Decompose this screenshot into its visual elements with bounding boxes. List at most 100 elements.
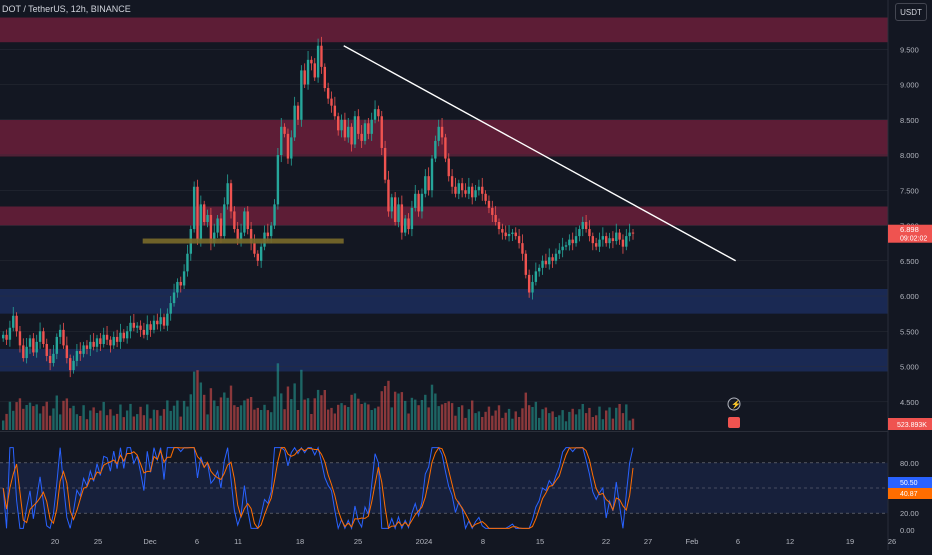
candle-body [447, 158, 450, 177]
volume-bar [367, 404, 370, 430]
volume-bar [568, 411, 571, 430]
candle-body [434, 140, 437, 159]
candle-body [387, 179, 390, 212]
candle-body [544, 260, 548, 265]
volume-bar [48, 415, 52, 430]
volume-bar [38, 413, 42, 430]
volume-bar [551, 411, 554, 430]
volume-bar [223, 392, 226, 430]
candle-body [316, 45, 320, 78]
volume-bar [226, 397, 229, 430]
volume-bar [420, 400, 424, 430]
volume-bar [306, 398, 310, 430]
candle-body [192, 186, 196, 230]
volume-bar [290, 399, 293, 430]
volume-bar [209, 388, 213, 430]
volume-bar [45, 401, 48, 430]
stoch-d-line [2, 447, 634, 530]
volume-bar [15, 402, 18, 430]
volume-bar [353, 393, 357, 430]
candle-body [541, 260, 544, 268]
candle-body [625, 236, 628, 247]
candle-body [383, 147, 387, 180]
k-value-label: 50.50 [900, 480, 918, 487]
symbol-title: DOT / TetherUS, 12h, BINANCE [2, 4, 131, 14]
volume-bar [407, 413, 410, 430]
volume-bar [333, 413, 337, 430]
candle-body [326, 88, 330, 99]
candle-body [514, 232, 517, 237]
volume-bar [544, 407, 548, 430]
volume-bar [450, 403, 454, 430]
volume-bar [521, 408, 524, 430]
volume-bar [166, 400, 169, 430]
time-tick-label: 8 [481, 537, 485, 546]
candle-body [48, 355, 52, 364]
price-tick-label: 7.500 [900, 186, 919, 195]
candle-body [504, 232, 507, 237]
volume-bar [65, 398, 69, 430]
support-zone [0, 348, 888, 372]
volume-bar [591, 417, 594, 430]
volume-bar [340, 403, 343, 430]
candle-body [330, 98, 333, 106]
volume-bar [457, 407, 460, 430]
candle-body [89, 341, 92, 349]
volume-bar [594, 415, 598, 430]
candle-body [142, 329, 146, 335]
volume-bar [12, 410, 15, 430]
candle-body [561, 246, 564, 251]
candle-body [373, 109, 377, 120]
candle-body [501, 229, 504, 233]
volume-bar [122, 417, 125, 430]
candle-body [172, 292, 176, 304]
candle-body [521, 243, 524, 254]
candle-body [333, 105, 337, 117]
candle-body [437, 126, 440, 141]
candle-body [199, 204, 203, 240]
volume-bar [129, 403, 132, 430]
candle-body [85, 345, 89, 349]
volume-bar [601, 419, 605, 430]
candle-body [270, 225, 273, 237]
candle-body [166, 313, 169, 326]
candle-body [102, 334, 105, 344]
volume-bar [132, 416, 136, 430]
candle-body [105, 334, 109, 340]
candle-body [12, 315, 15, 328]
volume-value-label: 523.893K [897, 422, 927, 429]
candle-body [474, 190, 477, 198]
time-tick-label: 12 [786, 537, 794, 546]
volume-bar [270, 412, 273, 430]
candle-body [266, 232, 270, 237]
currency-button[interactable]: USDT [895, 3, 927, 21]
volume-bar [286, 386, 290, 430]
candle-body [28, 338, 32, 347]
candle-body [631, 232, 635, 234]
candle-body [551, 257, 554, 261]
volume-bar [199, 382, 203, 430]
volume-bar [397, 393, 400, 430]
price-axis-background [888, 0, 932, 550]
candle-body [313, 63, 316, 78]
volume-bar [169, 410, 172, 430]
volume-bar [75, 414, 79, 430]
volume-bar [316, 389, 320, 430]
volume-bar [25, 405, 28, 430]
candle-body [186, 253, 189, 272]
volume-bar [233, 405, 236, 430]
candle-body [310, 59, 313, 64]
volume-bar [618, 404, 621, 430]
volume-bar [588, 407, 591, 430]
candle-body [69, 358, 72, 371]
candle-body [112, 336, 115, 346]
candle-body [149, 324, 152, 330]
candle-body [15, 315, 18, 332]
candle-body [507, 233, 511, 237]
volume-bar [69, 408, 72, 430]
volume-bar [598, 406, 601, 430]
volume-bar [149, 418, 152, 430]
candle-body [340, 119, 343, 131]
